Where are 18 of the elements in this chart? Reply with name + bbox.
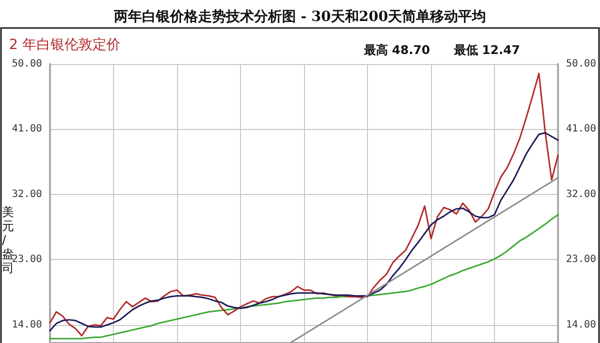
y2-tick-label: 14.00 [566,319,596,330]
y-axis-title: 美元/盎司 [2,205,14,275]
line-series [49,214,559,340]
chart-subtitle: 2 年白银伦敦定价 [9,37,120,53]
y-tick-label: 50.00 [12,58,42,70]
y-tick-label: 23.00 [12,254,42,266]
y2-tick-label: 32.00 [566,188,596,200]
text: 最高 48.70 [362,43,430,57]
y2-tick-label: 23.00 [566,254,596,266]
y-tick-label: 14.00 [12,319,42,330]
chart-title: 两年白银价格走势技术分析图 - 30天和200天简单移动平均 [112,9,486,25]
text: 最低 12.47 [452,43,520,57]
y2-tick-label: 50.00 [566,58,596,70]
line-series [49,132,559,332]
y-tick-label: 41.00 [12,124,42,135]
y-tick-label: 32.00 [12,188,42,200]
y2-tick-label: 41.00 [566,124,596,135]
line-series [49,72,559,337]
